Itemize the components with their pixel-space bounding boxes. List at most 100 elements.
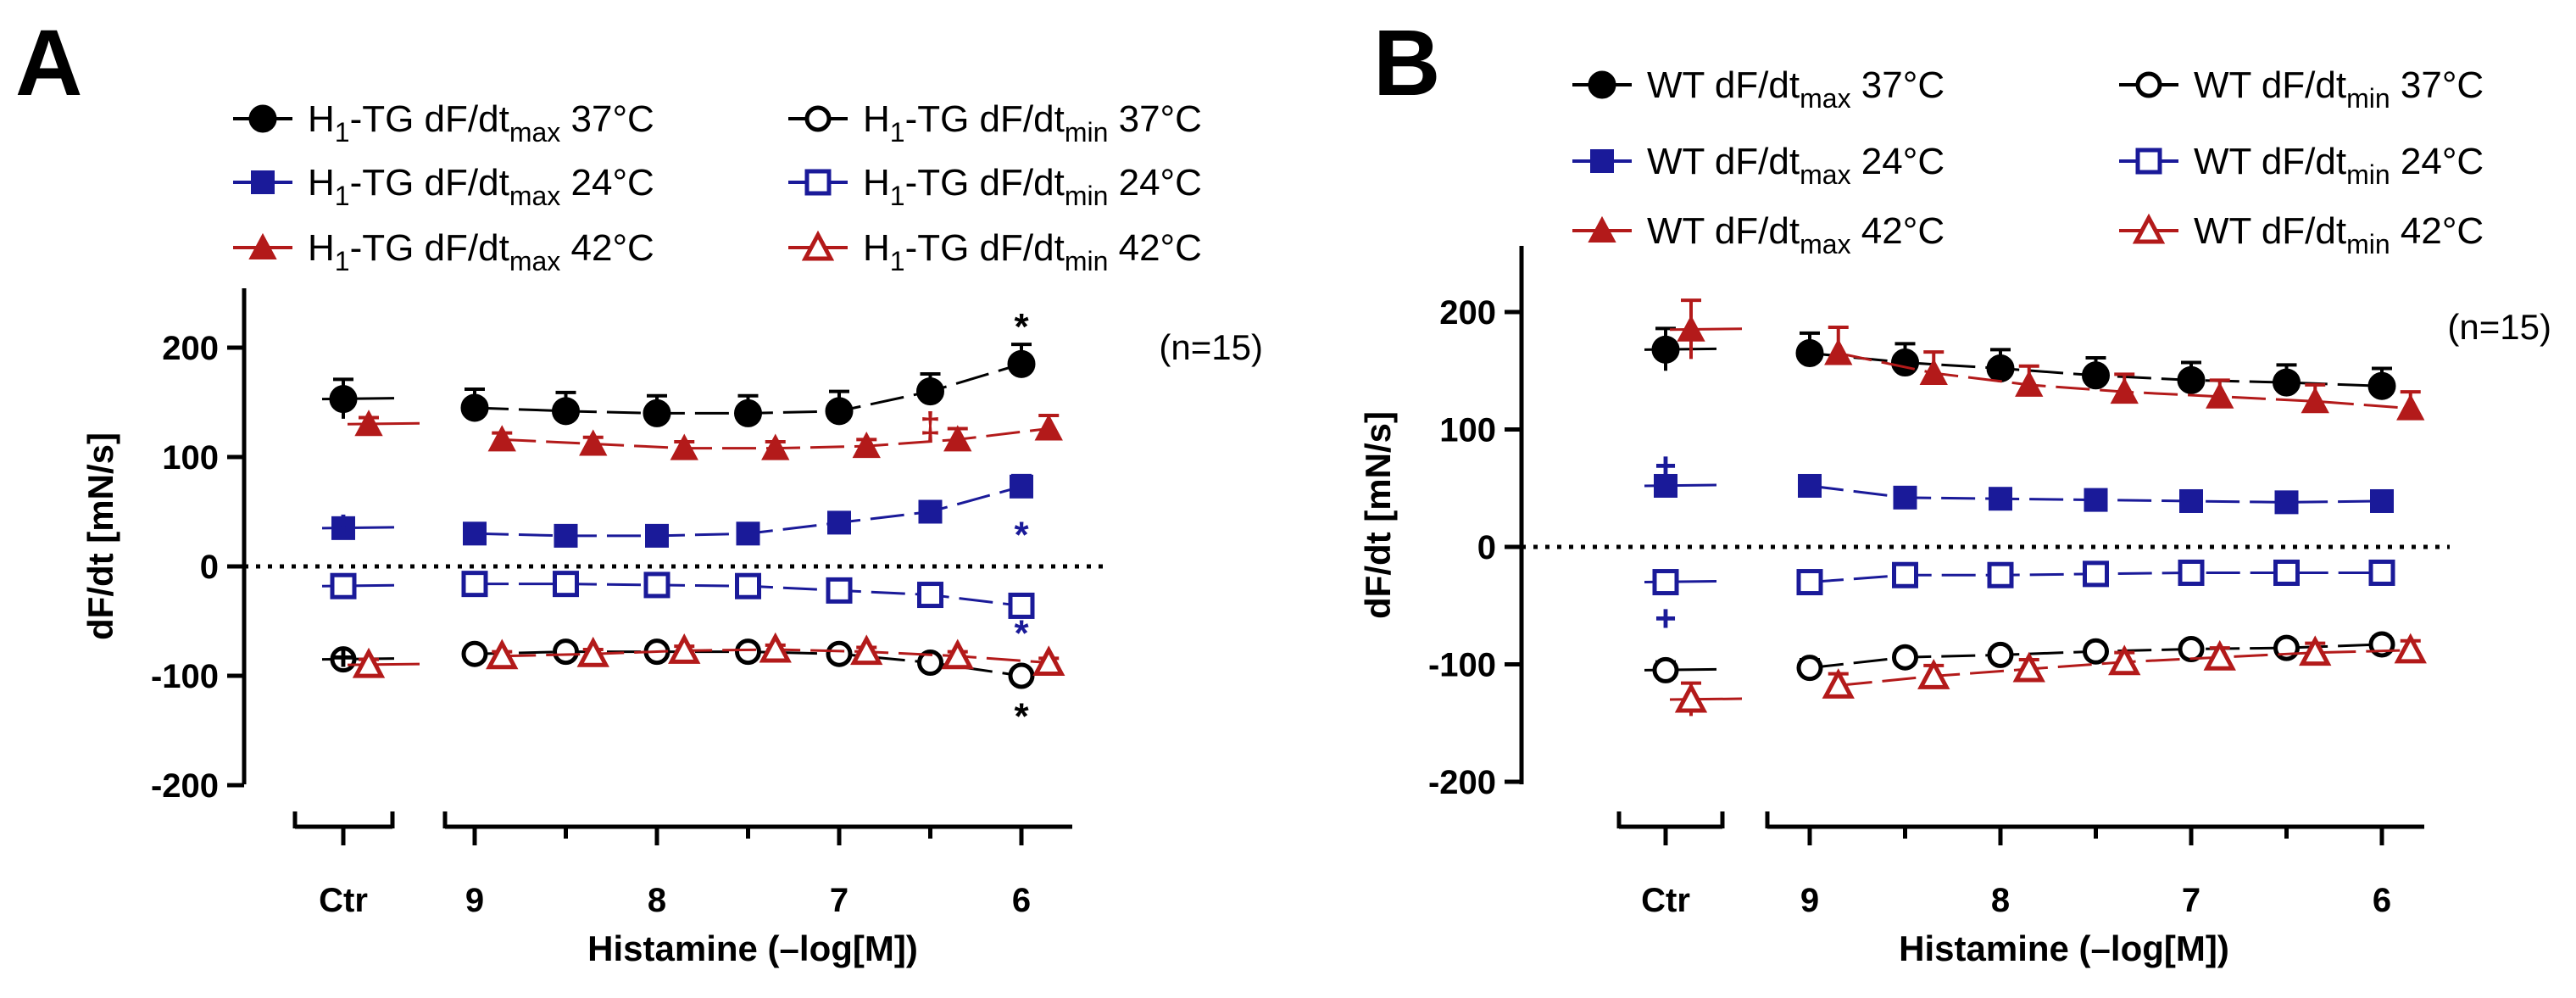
data-point [1798, 473, 1822, 498]
data-point [460, 393, 489, 422]
y-tick-label: -100 [1428, 647, 1496, 684]
data-point-ctr [354, 410, 383, 437]
data-point [735, 638, 761, 666]
legend-label-part: 1 [890, 181, 905, 211]
legend-label-part: 37°C [560, 98, 654, 140]
legend-label: WT dF/dtmin 24°C [2194, 141, 2484, 190]
y-tick-label: 100 [162, 439, 219, 477]
legend-label: H1-TG dF/dtmin 24°C [863, 162, 1202, 211]
x-tick-label: 6 [1012, 882, 1031, 919]
y-tick-label: -200 [151, 767, 219, 805]
data-point [2273, 368, 2301, 397]
data-point [579, 429, 608, 456]
legend-item: H1-TG dF/dtmin 24°C [788, 162, 1202, 211]
data-point [643, 571, 670, 599]
data-point [643, 399, 671, 427]
data-point [1008, 662, 1035, 689]
legend-label: H1-TG dF/dtmax 37°C [308, 98, 654, 148]
legend-marker [2132, 213, 2166, 244]
data-point [554, 523, 578, 548]
series-0 [1644, 326, 2396, 400]
legend-label-part: WT dF/dt [2194, 210, 2346, 252]
legend-label-part: 37°C [2390, 64, 2484, 106]
legend-label-part: 1 [335, 246, 350, 276]
series-0 [321, 343, 1036, 427]
data-point [486, 638, 519, 670]
x-tick-label: 7 [2182, 882, 2200, 919]
y-axis-title: dF/dt [mN/s] [81, 432, 120, 640]
data-point [2178, 635, 2205, 662]
legend-label: WT dF/dtmax 24°C [1647, 141, 1945, 190]
legend-label-part: -TG dF/dt [350, 98, 509, 140]
data-point [2015, 370, 2044, 397]
series-3 [1644, 559, 2395, 596]
n-label: (n=15) [1159, 327, 1263, 367]
series-5 [347, 632, 1065, 678]
significance-marker: * [1014, 514, 1029, 555]
legend-marker [248, 232, 277, 259]
legend-label: H1-TG dF/dtmax 42°C [308, 227, 654, 276]
data-point [850, 634, 883, 666]
legend-marker [251, 170, 275, 194]
legend-label-part: 24°C [560, 162, 654, 204]
legend-marker [801, 230, 835, 261]
x-tick-label-ctr: Ctr [1641, 882, 1690, 919]
n-label: (n=15) [2447, 307, 2551, 347]
data-point [1007, 349, 1036, 378]
data-point [2274, 490, 2299, 515]
data-point-ctr [329, 385, 358, 414]
data-point [1034, 414, 1063, 441]
data-point [1893, 485, 1917, 510]
data-point [552, 397, 580, 426]
data-point [917, 650, 943, 677]
data-point [941, 638, 974, 670]
data-point-ctr [330, 572, 357, 599]
legend-label-part: WT dF/dt [1647, 64, 1800, 106]
legend-label-part: -TG dF/dt [350, 162, 509, 204]
data-point [759, 632, 792, 663]
data-point [2206, 382, 2234, 409]
data-point [2367, 371, 2396, 400]
significance-marker: * [1014, 612, 1029, 654]
data-point [734, 399, 762, 427]
data-point [1824, 338, 1853, 365]
legend-marker [804, 169, 832, 196]
data-point [826, 640, 853, 667]
y-tick-label: -100 [151, 658, 219, 695]
data-point [1987, 641, 2014, 668]
series-ctr-line [347, 421, 420, 426]
x-tick-label: 8 [648, 882, 666, 919]
data-point [827, 510, 851, 535]
data-point [736, 521, 760, 546]
legend-label: H1-TG dF/dtmax 24°C [308, 162, 654, 211]
data-point [826, 577, 853, 604]
data-point [735, 572, 761, 599]
data-point [1891, 348, 1919, 377]
data-point-ctr [1652, 656, 1679, 683]
legend-label-part: H [308, 98, 335, 140]
data-point [2179, 488, 2203, 513]
legend-label-part: max [509, 181, 560, 211]
legend-label-part: 24°C [1851, 141, 1945, 182]
legend-label: WT dF/dtmax 37°C [1647, 64, 1945, 114]
y-tick-label: -200 [1428, 764, 1496, 801]
legend-label-part: H [863, 162, 890, 204]
legend-label: H1-TG dF/dtmin 42°C [863, 227, 1202, 276]
significance-marker: ‡ [920, 404, 940, 446]
legend-label-part: -TG dF/dt [905, 98, 1065, 140]
data-point [463, 521, 487, 546]
series-3 [321, 571, 1035, 619]
data-point [1795, 338, 1824, 367]
data-point [2178, 559, 2205, 586]
legend-label-part: min [2346, 159, 2390, 190]
legend-label-part: WT dF/dt [1647, 141, 1800, 182]
legend-marker [1588, 215, 1616, 243]
legend-label-part: min [2346, 229, 2390, 259]
legend-marker [1590, 149, 1614, 173]
data-point [1989, 487, 2012, 511]
data-point [1796, 655, 1823, 682]
legend-label-part: WT dF/dt [2194, 64, 2346, 106]
series-ctr-line [347, 662, 420, 666]
data-point [852, 431, 881, 459]
legend-label-part: H [308, 162, 335, 204]
